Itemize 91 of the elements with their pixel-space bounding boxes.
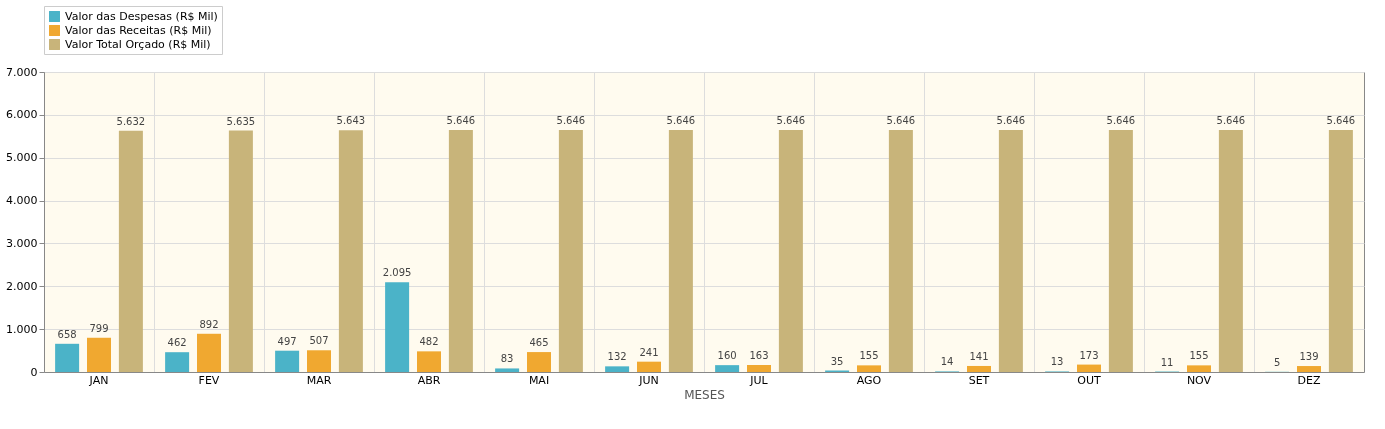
data-label: 497 — [277, 335, 297, 347]
bar — [747, 365, 771, 372]
data-label: 13 — [1050, 356, 1064, 368]
bar — [228, 130, 253, 372]
data-label: 173 — [1079, 349, 1099, 361]
data-label: 160 — [717, 350, 737, 362]
bar — [55, 343, 80, 372]
data-label: 482 — [419, 336, 439, 348]
data-label: 5.646 — [886, 115, 916, 127]
data-label: 5.646 — [446, 115, 476, 127]
x-tick-label: OUT — [1077, 373, 1101, 387]
x-tick-label: NOV — [1186, 373, 1212, 387]
y-tick-label: 5.000 — [6, 151, 38, 165]
legend-label: Valor Total Orçado (R$ Mil) — [65, 37, 211, 51]
data-label: 892 — [199, 318, 219, 330]
bar — [967, 365, 991, 372]
data-label: 5.635 — [226, 115, 256, 127]
bar — [888, 130, 913, 372]
x-tick-label: FEV — [198, 373, 220, 387]
data-label: 163 — [749, 350, 769, 362]
data-label: 5.646 — [1216, 115, 1246, 127]
x-tick-label: JUN — [638, 373, 659, 387]
y-tick-label: 3.000 — [6, 236, 38, 250]
x-tick-label: MAR — [306, 373, 332, 387]
bar — [1218, 130, 1243, 372]
bar — [1328, 130, 1353, 372]
bar — [165, 352, 190, 372]
y-tick-label: 4.000 — [6, 194, 38, 208]
x-tick-label: ABR — [417, 373, 441, 387]
bar — [1108, 130, 1133, 372]
data-label: 83 — [500, 353, 514, 365]
bar — [448, 130, 473, 372]
x-axis-title: MESES — [684, 387, 725, 402]
bar — [1077, 364, 1101, 372]
data-label: 5.632 — [116, 115, 146, 127]
data-label: 5.646 — [556, 115, 586, 127]
bar — [307, 350, 331, 372]
data-label: 465 — [529, 337, 549, 349]
bar — [275, 350, 300, 372]
bar — [118, 130, 143, 372]
data-label: 5.646 — [666, 115, 696, 127]
data-label: 5.646 — [1106, 115, 1136, 127]
x-tick-label: MAI — [528, 373, 550, 387]
bar — [558, 130, 583, 372]
x-tick-label: JAN — [88, 373, 109, 387]
data-label: 241 — [639, 346, 659, 358]
data-label: 507 — [309, 335, 329, 347]
bar — [637, 361, 661, 372]
data-label: 2.095 — [382, 267, 412, 279]
legend-label: Valor das Receitas (R$ Mil) — [65, 23, 212, 37]
bar — [417, 351, 441, 372]
data-label: 11 — [1160, 356, 1174, 368]
bar — [385, 282, 410, 372]
bar — [495, 368, 520, 372]
y-tick-label: 7.000 — [6, 65, 38, 79]
bar — [715, 365, 740, 372]
x-tick-label: DEZ — [1297, 373, 1321, 387]
data-label: 141 — [969, 350, 989, 362]
data-label: 799 — [89, 322, 109, 334]
bar — [1187, 365, 1211, 372]
data-label: 5.646 — [776, 115, 806, 127]
bar — [668, 130, 693, 372]
bar — [527, 352, 551, 372]
bar — [197, 333, 221, 372]
x-tick-label: AGO — [856, 373, 882, 387]
data-label: 155 — [1189, 350, 1209, 362]
x-tick-label: JUL — [749, 373, 769, 387]
y-tick-label: 0 — [30, 365, 38, 379]
data-label: 35 — [830, 355, 844, 367]
data-label: 658 — [57, 328, 77, 340]
bar — [1297, 366, 1321, 372]
data-label: 462 — [167, 337, 187, 349]
bar — [87, 337, 111, 372]
data-label: 5.646 — [996, 115, 1026, 127]
y-tick-label: 2.000 — [6, 279, 38, 293]
data-label: 155 — [859, 350, 879, 362]
bar — [605, 366, 630, 372]
bar — [998, 130, 1023, 372]
bar — [857, 365, 881, 372]
bar — [778, 130, 803, 372]
x-tick-label: SET — [968, 373, 990, 387]
bar — [338, 130, 363, 372]
y-tick-label: 1.000 — [6, 322, 38, 336]
y-tick-label: 6.000 — [6, 108, 38, 122]
data-label: 14 — [940, 356, 954, 368]
data-label: 132 — [607, 351, 627, 363]
data-label: 139 — [1299, 351, 1319, 363]
data-label: 5 — [1273, 356, 1281, 368]
legend-label: Valor das Despesas (R$ Mil) — [65, 9, 218, 23]
data-label: 5.646 — [1326, 115, 1356, 127]
data-label: 5.643 — [336, 115, 366, 127]
